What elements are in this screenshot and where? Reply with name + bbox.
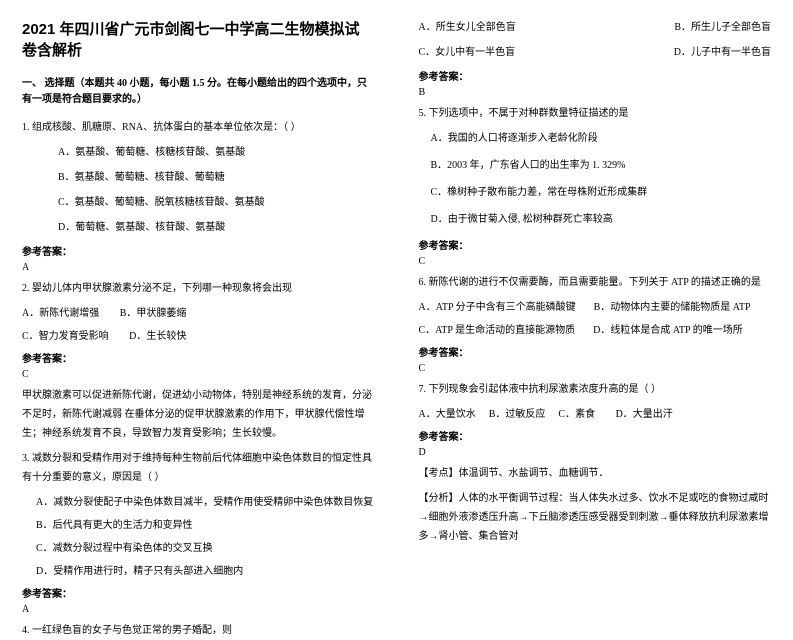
q7-point: 【考点】体温调节、水盐调节、血糖调节． [419,464,772,483]
q7-opt-d: D．大量出汗 [616,409,673,420]
q1-stem: 1. 组成核酸、肌糖原、RNA、抗体蛋白的基本单位依次是：（ ） [22,118,375,137]
q4-opts-ab: A．所生女儿全部色盲 B．所生儿子全部色盲 [419,18,772,37]
q6-stem: 6. 新陈代谢的进行不仅需要酶，而且需要能量。下列关于 ATP 的描述正确的是 [419,273,772,292]
q5-opt-d: D．由于微甘菊入侵, 松树种群死亡率较高 [431,210,772,229]
q7-answer-label: 参考答案： [419,428,772,443]
q4-opt-b: B．所生儿子全部色盲 [674,18,771,37]
q5-opt-c: C．橡树种子散布能力差，常在母株附近形成集群 [431,183,772,202]
q2-answer: C [22,369,375,380]
q1-opt-b: B．氨基酸、葡萄糖、核苷酸、葡萄糖 [58,168,375,187]
q5-stem: 5. 下列选项中，不属于对种群数量特征描述的是 [419,104,772,123]
q4-opt-a: A．所生女儿全部色盲 [419,18,516,37]
q2-answer-label: 参考答案： [22,350,375,365]
q6-opts-ab: A．ATP 分子中含有三个高能磷酸键 B．动物体内主要的储能物质是 ATP [419,298,772,317]
q5-answer-label: 参考答案： [419,237,772,252]
q7-opts: A．大量饮水 B．过敏反应 C．素食 D．大量出汗 [419,405,772,424]
right-column: A．所生女儿全部色盲 B．所生儿子全部色盲 C．女儿中有一半色盲 D．儿子中有一… [397,0,793,561]
q1-answer-label: 参考答案： [22,243,375,258]
q5-answer: C [419,256,772,267]
q2-opt-b: B．甲状腺萎缩 [120,308,187,319]
q6-opt-c: C．ATP 是生命活动的直接能源物质 [419,325,576,336]
q6-answer: C [419,363,772,374]
q3-opt-a: A．减数分裂使配子中染色体数目减半，受精作用使受精卵中染色体数目恢复 [36,493,375,512]
q7-analysis: 【分析】人体的水平衡调节过程：当人体失水过多、饮水不足或吃的食物过咸时→细胞外液… [419,489,772,546]
q5-opt-b: B．2003 年，广东省人口的出生率为 1. 329% [431,156,772,175]
q6-opt-d: D．线粒体是合成 ATP 的唯一场所 [593,325,743,336]
q4-opts-cd: C．女儿中有一半色盲 D．儿子中有一半色盲 [419,43,772,62]
q2-explanation: 甲状腺激素可以促进新陈代谢，促进幼小动物体，特别是神经系统的发育，分泌不足时，新… [22,386,375,443]
q2-opt-a: A．新陈代谢增强 [22,308,99,319]
q6-opt-b: B．动物体内主要的储能物质是 ATP [594,302,751,313]
q2-opt-d: D．生长较快 [129,331,186,342]
q4-opt-d: D．儿子中有一半色盲 [674,43,771,62]
q4-answer-label: 参考答案： [419,68,772,83]
q6-answer-label: 参考答案： [419,344,772,359]
q2-stem: 2. 婴幼儿体内甲状腺激素分泌不足，下列哪一种现象将会出现 [22,279,375,298]
section-header: 一、 选择题（本题共 40 小题，每小题 1.5 分。在每小题给出的四个选项中，… [22,76,375,108]
q3-opt-d: D．受精作用进行时，精子只有头部进入细胞内 [36,562,375,581]
q2-opts-cd: C．智力发育受影响 D．生长较快 [22,327,375,346]
page-title: 2021 年四川省广元市剑阁七一中学高二生物模拟试卷含解析 [22,18,375,60]
q7-answer: D [419,447,772,458]
q3-answer: A [22,604,375,615]
q4-opt-c: C．女儿中有一半色盲 [419,43,516,62]
q1-opt-a: A．氨基酸、葡萄糖、核糖核苷酸、氨基酸 [58,143,375,162]
q7-opt-a: A．大量饮水 [419,409,476,420]
q5-opt-a: A．我国的人口将逐渐步入老龄化阶段 [431,129,772,148]
q6-opt-a: A．ATP 分子中含有三个高能磷酸键 [419,302,576,313]
q2-opts-ab: A．新陈代谢增强 B．甲状腺萎缩 [22,304,375,323]
q4-answer: B [419,87,772,98]
q7-opt-c: C．素食 [558,409,595,420]
q3-opt-b: B．后代具有更大的生活力和变异性 [36,516,375,535]
q4-stem: 4. 一红绿色盲的女子与色觉正常的男子婚配，则 [22,621,375,640]
left-column: 2021 年四川省广元市剑阁七一中学高二生物模拟试卷含解析 一、 选择题（本题共… [0,0,397,561]
q3-stem: 3. 减数分裂和受精作用对于维持每种生物前后代体细胞中染色体数目的恒定性具有十分… [22,449,375,487]
q1-opt-d: D．葡萄糖、氨基酸、核苷酸、氨基酸 [58,218,375,237]
q1-opt-c: C．氨基酸、葡萄糖、脱氧核糖核苷酸、氨基酸 [58,193,375,212]
q7-opt-b: B．过敏反应 [489,409,546,420]
q6-opts-cd: C．ATP 是生命活动的直接能源物质 D．线粒体是合成 ATP 的唯一场所 [419,321,772,340]
q1-answer: A [22,262,375,273]
q3-opt-c: C．减数分裂过程中有染色体的交叉互换 [36,539,375,558]
q2-opt-c: C．智力发育受影响 [22,331,109,342]
q3-answer-label: 参考答案： [22,585,375,600]
q7-stem: 7. 下列现象会引起体液中抗利尿激素浓度升高的是（ ） [419,380,772,399]
